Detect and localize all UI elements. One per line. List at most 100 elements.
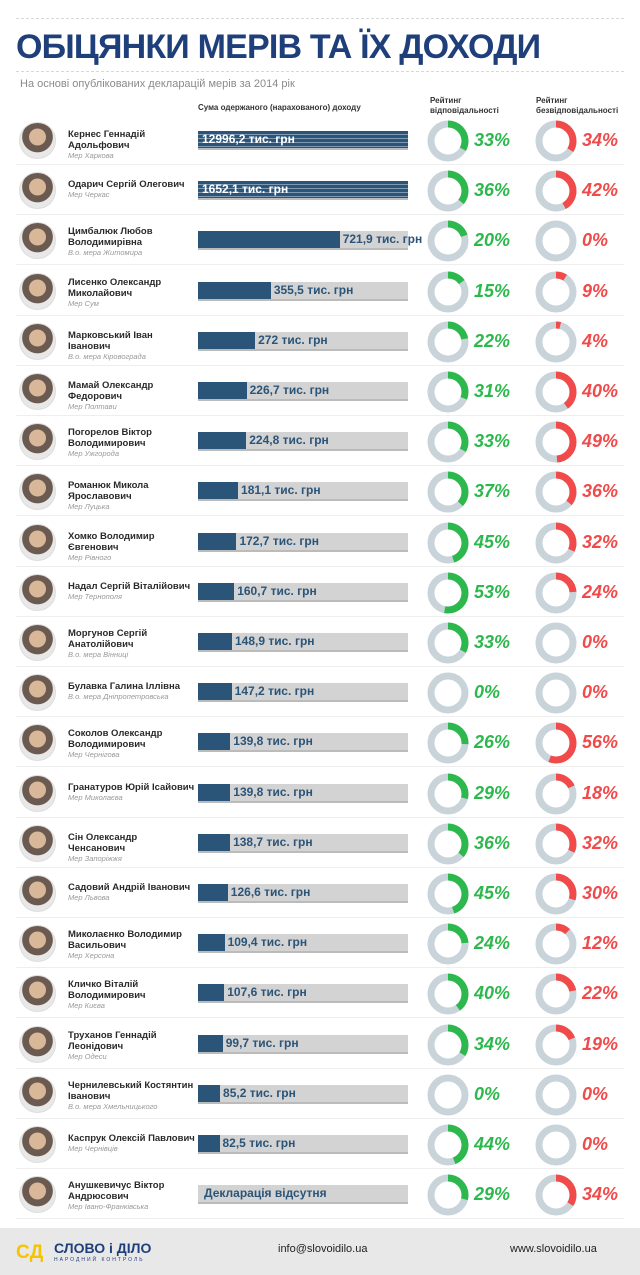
income-bar (198, 934, 225, 952)
mayor-name: Сін Олександр Ченсанович Мер Запоріжжя (68, 832, 196, 864)
donut-arc (427, 321, 469, 363)
income-bar (198, 331, 256, 349)
donut-arc (427, 873, 469, 915)
mayor-name-text: Романюк Микола Ярославович (68, 480, 149, 503)
responsibility-donut (427, 722, 469, 769)
irresponsibility-donut (535, 471, 577, 518)
responsibility-donut (427, 1024, 469, 1071)
responsibility-donut (427, 170, 469, 217)
responsibility-percent: 0% (474, 682, 501, 703)
mayor-name: Романюк Микола Ярославович Мер Луцька (68, 480, 196, 512)
avatar (19, 473, 56, 511)
mayor-role: Мер Тернополя (68, 591, 123, 601)
income-label: 99,7 тис. грн (225, 1035, 299, 1050)
irresponsibility-percent: 9% (582, 280, 609, 301)
irresponsibility-donut (535, 321, 577, 368)
mayor-name-text: Одарич Сергій Олегович (68, 179, 185, 191)
responsibility-donut (427, 973, 469, 1020)
donut-arc (427, 1124, 469, 1166)
mayor-name-text: Надал Сергій Віталійович (68, 580, 191, 592)
responsibility-donut (427, 371, 469, 418)
irresponsibility-percent: 12% (582, 933, 619, 954)
footer-email[interactable]: info@slovoidilo.ua (278, 1243, 368, 1255)
donut-arc (427, 1024, 469, 1066)
income-bar (198, 633, 232, 650)
irresponsibility-percent: 0% (582, 1134, 609, 1154)
donut-arc (535, 522, 577, 564)
avatar (19, 1075, 56, 1113)
irresponsibility-percent: 34% (582, 1184, 619, 1205)
irresponsibility-percent: 42% (582, 180, 619, 201)
income-label: 109,4 тис. грн (227, 935, 308, 950)
mayor-name-text: Мамай Олександр Федорович (68, 380, 154, 402)
income-bar (198, 984, 225, 1002)
income-label: 12996,2 тис. грн (202, 132, 295, 146)
responsibility-donut (427, 421, 469, 468)
mayor-name-text: Марковський Іван Іванович (68, 329, 153, 352)
table-row: Чернилевський Костянтин Іванович В.о. ме… (16, 1069, 624, 1119)
responsibility-percent: 34% (474, 1033, 511, 1054)
donut-track (535, 672, 577, 714)
income-bar (198, 432, 247, 450)
mayor-role: Мер Одеси (68, 1051, 107, 1061)
avatar (19, 875, 56, 912)
avatar (19, 1025, 56, 1063)
income-bar-track: 126,6 тис. грн (198, 884, 408, 903)
column-header-income: Сума одержаного (нарахованого) доходу (198, 103, 361, 112)
income-label: 82,5 тис. грн (222, 1136, 296, 1150)
income-bar (198, 231, 340, 249)
income-label: 1652,1 тис. грн (202, 182, 289, 197)
responsibility-percent: 31% (474, 381, 511, 401)
footer-website[interactable]: www.slovoidilo.ua (510, 1243, 597, 1255)
responsibility-percent: 33% (474, 632, 511, 652)
income-bar-track: 109,4 тис. грн (198, 934, 408, 954)
donut-arc (535, 1024, 577, 1066)
income-bar (198, 833, 231, 851)
income-label: 85,2 тис. грн (223, 1085, 296, 1100)
donut-arc (427, 471, 469, 513)
irresponsibility-percent: 34% (582, 130, 619, 150)
avatar (19, 222, 56, 260)
donut-track (535, 321, 577, 363)
income-label: 139,8 тис. грн (233, 734, 313, 749)
avatar (19, 724, 56, 762)
mayor-role: Мер Києва (68, 1001, 105, 1011)
responsibility-percent: 36% (474, 832, 511, 853)
mayor-role: Мер Сум (68, 298, 99, 308)
mayor-role: Мер Миколаєва (68, 792, 123, 802)
income-bar (198, 683, 232, 701)
mayor-name-text: Лисенко Олександр Миколайович (68, 276, 162, 299)
mayor-name: Кличко Віталій Володимирович Мер Києва (68, 979, 196, 1011)
income-bar-track: 355,5 тис. грн (198, 281, 408, 301)
mayor-name-text: Миколаєнко Володимир Васильович (68, 929, 182, 952)
donut-track (535, 1074, 577, 1116)
responsibility-percent: 45% (474, 531, 511, 552)
mayor-name: Булавка Галина Іллівна В.о. мера Дніпроп… (68, 681, 196, 702)
column-header-irresponsibility: Рейтинг безвідповідальності (536, 96, 619, 115)
income-label: 160,7 тис. грн (237, 583, 317, 598)
responsibility-donut (427, 1124, 469, 1171)
logo-tagline: НАРОДНИЙ КОНТРОЛЬ (54, 1257, 145, 1263)
avatar (19, 423, 56, 461)
responsibility-donut (427, 823, 469, 870)
donut-track (535, 220, 577, 262)
mayor-name: Садовий Андрій Іванович Мер Львова (68, 882, 196, 903)
income-bar-track: 721,9 тис. грн (198, 231, 422, 251)
income-bar-track: 99,7 тис. грн (198, 1034, 408, 1054)
mayor-role: Мер Харкова (68, 151, 114, 160)
income-bar (198, 532, 237, 550)
income-label: 107,6 тис. грн (227, 985, 307, 1000)
irresponsibility-donut (535, 823, 577, 870)
irresponsibility-donut (535, 923, 577, 970)
income-label: 721,9 тис. грн (342, 232, 423, 247)
mayor-name: Марковський Іван Іванович В.о. мера Кіро… (68, 330, 196, 362)
mayor-role: Мер Ужгорода (68, 449, 119, 459)
mayor-name: Погорелов Віктор Володимирович Мер Ужгор… (68, 427, 196, 459)
avatar (19, 322, 56, 360)
donut-arc (535, 321, 577, 363)
irresponsibility-donut (535, 120, 577, 167)
responsibility-percent: 53% (474, 581, 511, 602)
donut-arc (535, 773, 577, 815)
donut-arc (535, 120, 577, 162)
responsibility-donut (427, 622, 469, 669)
